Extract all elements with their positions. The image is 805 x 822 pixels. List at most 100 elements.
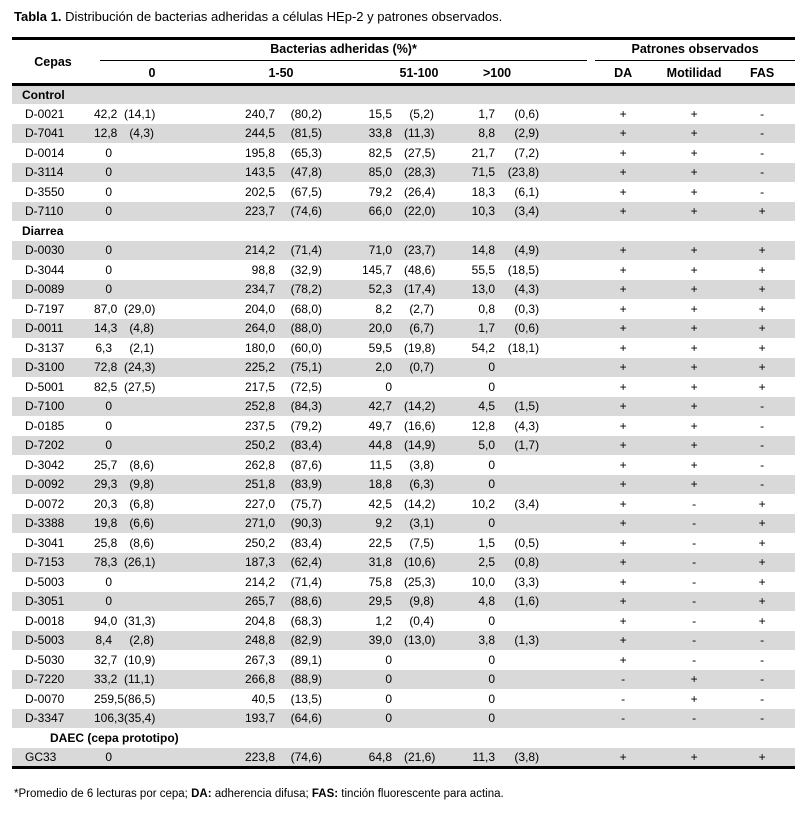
adhesion-percent: (0,6) (514, 106, 540, 121)
adhesion-percent (124, 592, 168, 612)
adhesion-count: 251,8 (244, 477, 275, 492)
pattern-fas: + (758, 204, 766, 219)
pattern-motilidad: + (690, 282, 698, 297)
adhesion-count: 143,5 (244, 165, 275, 180)
adhesion-count: 4,8 (478, 594, 495, 609)
adhesion-percent: (4,3) (514, 418, 540, 433)
table-row: D-5001 82,5 (27,5) 217,5 (72,5) 0 0 + + + (12, 377, 795, 397)
col-header-range-51-100: 51-100 (336, 63, 448, 86)
adhesion-count: 29,3 (94, 477, 118, 492)
adhesion-count: 265,7 (244, 594, 275, 609)
adhesion-percent: (79,2) (290, 418, 322, 433)
adhesion-percent: (23,8) (507, 165, 540, 180)
table-row: D-3347 106,3 (35,4) 193,7 (64,6) 0 0 - - - (12, 708, 796, 728)
adhesion-percent: (17,4) (404, 282, 436, 297)
adhesion-count: 1,7 (478, 321, 495, 336)
adhesion-count: 0 (105, 574, 112, 589)
cepa-id: D-3044 (25, 262, 65, 277)
adhesion-count: 180,0 (244, 340, 275, 355)
table-row: D-7110 0 223,7 (74,6) 66,0 (22,0) 10,3 (3,4) + + + (12, 201, 796, 221)
pattern-motilidad: + (690, 672, 698, 687)
col-header-da: DA (587, 63, 660, 86)
adhesion-percent: (74,6) (290, 204, 322, 219)
adhesion-percent: (28,3) (404, 165, 436, 180)
adhesion-percent: (7,5) (409, 535, 434, 550)
adhesion-percent: (9,8) (129, 477, 154, 492)
cepa-id: D-5001 (25, 379, 65, 394)
adhesion-percent (124, 143, 168, 163)
adhesion-percent (124, 416, 168, 436)
section-header-row: Diarrea (12, 221, 795, 241)
table-row: D-0018 94,0 (31,3) 204,8 (68,3) 1,2 (0,4) 0 + - + (12, 611, 795, 631)
cepa-id: D-3042 (25, 457, 65, 472)
table-row: D-7202 0 250,2 (83,4) 44,8 (14,9) 5,0 (1,7) + + - (12, 435, 796, 455)
adhesion-count: 10,0 (471, 574, 495, 589)
adhesion-percent: (65,3) (290, 145, 322, 160)
pattern-fas: - (760, 184, 765, 199)
adhesion-percent (124, 260, 168, 280)
adhesion-count: 55,5 (471, 262, 495, 277)
adhesion-percent: (14,2) (404, 399, 436, 414)
adhesion-count: 71,5 (471, 165, 495, 180)
adhesion-count: 0 (105, 399, 112, 414)
group-header-patrones-observados: Patrones observados (587, 39, 796, 64)
adhesion-count: 21,7 (471, 145, 495, 160)
pattern-da: + (619, 360, 627, 375)
adhesion-count: 0 (105, 282, 112, 297)
cepa-id: D-0089 (25, 282, 65, 297)
adhesion-percent: (86,5) (124, 691, 156, 706)
pattern-fas: + (758, 555, 766, 570)
adhesion-count: 82,5 (94, 379, 118, 394)
adhesion-percent: (6,1) (514, 184, 540, 199)
adhesion-count: 52,3 (368, 282, 392, 297)
pattern-da: + (619, 749, 627, 764)
table-row: D-5030 32,7 (10,9) 267,3 (89,1) 0 0 + - - (12, 650, 795, 670)
adhesion-count: 248,8 (244, 633, 275, 648)
pattern-da: + (619, 145, 627, 160)
adhesion-count: 49,7 (368, 418, 392, 433)
table-body: Control D-0021 42,2 (14,1) 240,7 (80,2) 15,5 (5… (12, 84, 796, 767)
adhesion-count: 64,8 (368, 749, 392, 764)
adhesion-percent: (7,2) (514, 145, 540, 160)
pattern-da: + (619, 301, 627, 316)
pattern-motilidad: + (690, 379, 698, 394)
cepa-id: D-0021 (25, 106, 65, 121)
pattern-da: + (619, 496, 627, 511)
adhesion-percent: (22,0) (404, 204, 436, 219)
adhesion-percent: (26,4) (404, 184, 436, 199)
adhesion-count: 8,4 (95, 633, 112, 648)
adhesion-percent: (88,9) (290, 672, 322, 687)
cepa-id: D-3347 (25, 711, 65, 726)
pattern-da: + (619, 594, 627, 609)
adhesion-count: 18,3 (471, 184, 495, 199)
adhesion-percent: (60,0) (290, 340, 322, 355)
adhesion-count: 75,8 (368, 574, 392, 589)
pattern-da: + (619, 262, 627, 277)
adhesion-percent: (67,5) (290, 184, 322, 199)
table-row: D-0092 29,3 (9,8) 251,8 (83,9) 18,8 (6,3) 0 + + - (12, 474, 796, 494)
adhesion-percent: (2,7) (409, 301, 434, 316)
adhesion-percent: (0,8) (514, 555, 540, 570)
adhesion-count: 223,7 (244, 204, 275, 219)
pattern-fas: + (758, 360, 766, 375)
pattern-fas: + (758, 496, 766, 511)
pattern-motilidad: + (690, 106, 698, 121)
adhesion-count: 250,2 (244, 438, 275, 453)
adhesion-count: 0 (385, 691, 392, 706)
pattern-da: + (619, 282, 627, 297)
adhesion-percent: (11,3) (404, 126, 435, 141)
adhesion-percent: (4,3) (514, 282, 540, 297)
pattern-motilidad: + (690, 457, 698, 472)
adhesion-percent: (8,6) (129, 457, 154, 472)
col-header-range-0: 0 (94, 63, 168, 86)
pattern-motilidad: - (692, 496, 697, 511)
adhesion-percent: (90,3) (290, 516, 322, 531)
adhesion-percent: (23,7) (404, 243, 436, 258)
adhesion-count: 78,3 (94, 555, 118, 570)
adhesion-percent: (4,3) (129, 126, 154, 141)
adhesion-count: 8,8 (478, 126, 495, 141)
pattern-motilidad: + (690, 145, 698, 160)
pattern-da: + (619, 184, 627, 199)
adhesion-percent: (83,4) (290, 438, 322, 453)
adhesion-percent: (3,4) (514, 496, 540, 511)
